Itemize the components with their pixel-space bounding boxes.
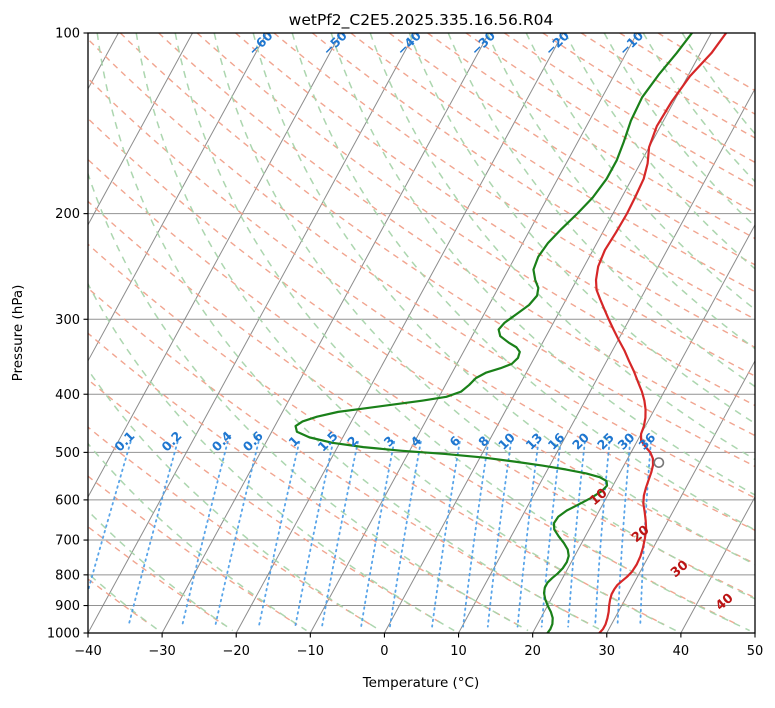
data-layer bbox=[294, 33, 728, 633]
grid-layer bbox=[88, 33, 755, 633]
sounding-curve-temperature bbox=[594, 33, 728, 633]
x-tick-label: 30 bbox=[599, 644, 616, 659]
x-axis-label: Temperature (°C) bbox=[362, 675, 480, 691]
y-tick-label: 100 bbox=[55, 27, 80, 42]
x-tick-label: −20 bbox=[223, 644, 250, 659]
y-axis-label: Pressure (hPa) bbox=[10, 285, 26, 382]
y-tick-label: 900 bbox=[55, 599, 80, 614]
lcl-marker bbox=[653, 457, 665, 469]
x-tick-label: −10 bbox=[297, 644, 324, 659]
y-tick-label: 200 bbox=[55, 207, 80, 222]
x-tick-label: 40 bbox=[673, 644, 690, 659]
y-tick-label: 700 bbox=[55, 534, 80, 549]
plot-frame bbox=[87, 32, 756, 634]
y-tick-label: 500 bbox=[55, 446, 80, 461]
x-tick-label: −30 bbox=[148, 644, 175, 659]
y-tick-label: 300 bbox=[55, 313, 80, 328]
y-tick-label: 1000 bbox=[47, 627, 80, 642]
sounding-curve-dew-point bbox=[294, 33, 694, 633]
y-tick-label: 600 bbox=[55, 493, 80, 508]
page-title: wetPf2_C2E5.2025.335.16.56.R04 bbox=[289, 11, 554, 30]
x-tick-label: 20 bbox=[524, 644, 541, 659]
x-tick-label: −40 bbox=[74, 644, 101, 659]
y-tick-label: 800 bbox=[55, 568, 80, 583]
x-tick-label: 0 bbox=[380, 644, 388, 659]
x-tick-label: 50 bbox=[747, 644, 764, 659]
y-tick-label: 400 bbox=[55, 388, 80, 403]
x-tick-label: 10 bbox=[450, 644, 467, 659]
